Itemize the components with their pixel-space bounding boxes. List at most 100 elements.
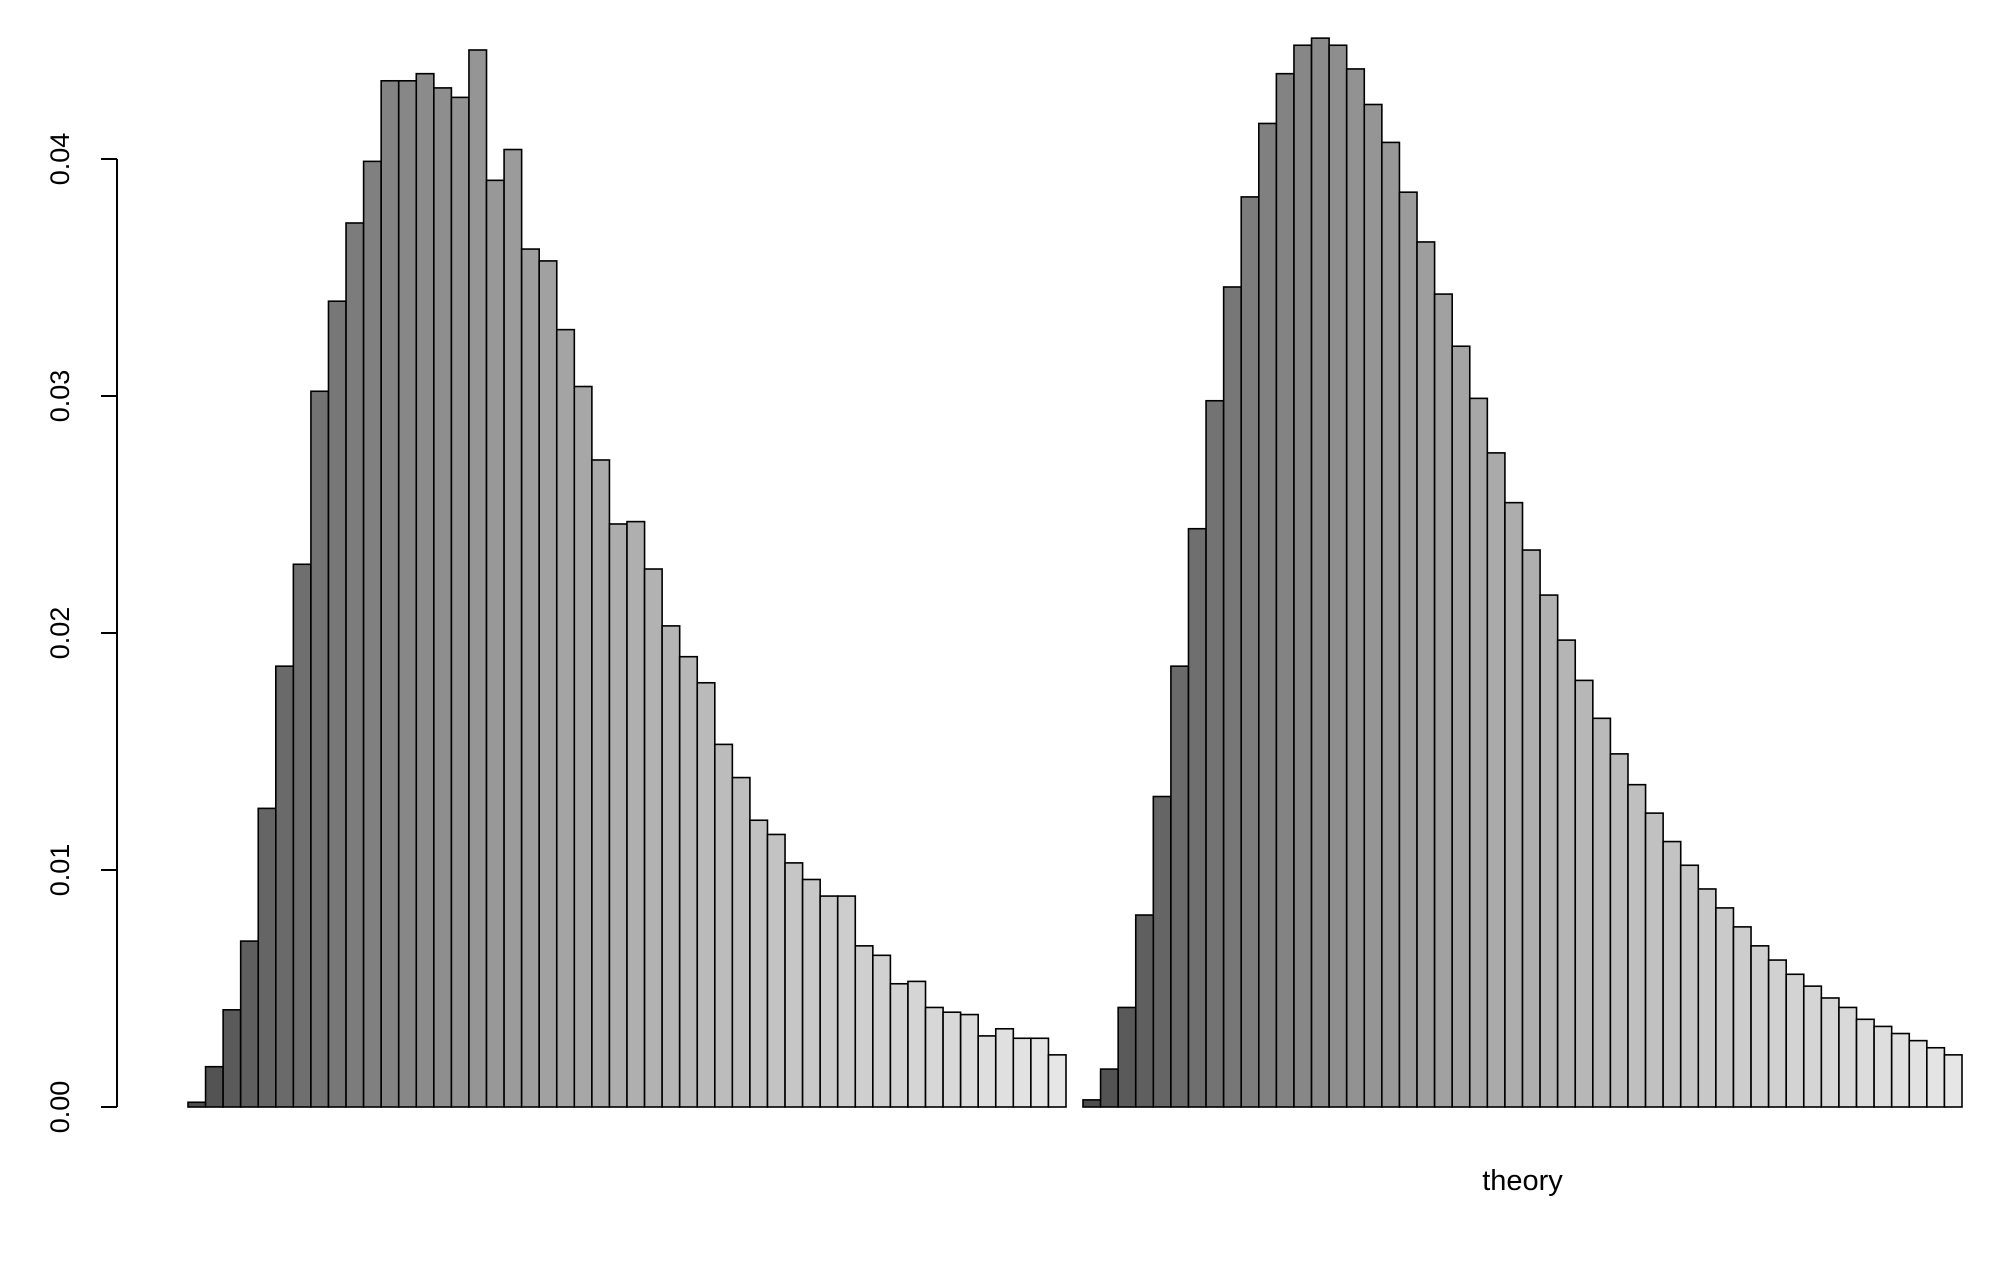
histogram-bar — [1521, 549, 1541, 1108]
histogram-bar — [362, 160, 382, 1108]
histogram-bar — [239, 940, 260, 1108]
histogram-bar — [345, 222, 365, 1108]
histogram-bar — [924, 1006, 944, 1108]
histogram-bar — [696, 681, 716, 1108]
histogram-bar — [731, 776, 751, 1108]
histogram-bar — [1592, 717, 1612, 1108]
histogram-bar — [1117, 1006, 1137, 1108]
histogram-bar — [1082, 1099, 1102, 1108]
histogram-bar — [1363, 103, 1383, 1108]
histogram-bar — [1908, 1039, 1928, 1108]
histogram-bar — [468, 49, 488, 1108]
histogram-bar — [380, 79, 400, 1108]
histogram-bar — [415, 72, 435, 1108]
histogram-bar — [1679, 864, 1700, 1108]
y-tick-label: 0.00 — [45, 1081, 75, 1134]
histogram-bar — [591, 459, 611, 1108]
histogram-bar — [626, 520, 646, 1108]
histogram-bar — [274, 665, 295, 1108]
histogram-bar — [1697, 888, 1717, 1108]
histogram-bar — [1627, 783, 1647, 1108]
histogram-bar — [942, 1011, 962, 1108]
histogram-bar — [1134, 914, 1155, 1108]
histogram-bar — [1310, 37, 1330, 1108]
histogram-bar — [678, 655, 699, 1108]
y-tick-label: 0.04 — [45, 133, 75, 186]
histogram-bar — [1258, 122, 1278, 1108]
histogram-bar — [1328, 44, 1348, 1108]
histogram-bar — [1293, 44, 1313, 1108]
histogram-bar — [1767, 959, 1787, 1108]
histogram-bar — [222, 1009, 242, 1108]
histogram-bar — [1275, 72, 1295, 1108]
histogram-bar — [1820, 997, 1840, 1108]
histogram-bar — [485, 179, 505, 1108]
histogram-bar — [1785, 973, 1805, 1108]
histogram-bar — [1187, 527, 1207, 1108]
histogram-bar — [836, 895, 857, 1108]
y-tick-label: 0.01 — [45, 844, 75, 897]
histogram-bar — [1750, 945, 1770, 1108]
histogram-bar — [1926, 1046, 1946, 1108]
histogram-bar — [1855, 1018, 1875, 1108]
histogram-bar — [713, 743, 734, 1108]
histogram-bar — [1574, 679, 1594, 1108]
histogram-bar — [1468, 397, 1489, 1108]
histogram-bar — [397, 79, 418, 1108]
histogram-bar — [1205, 399, 1225, 1108]
y-tick-label: 0.03 — [45, 370, 75, 423]
histogram-bar — [1047, 1054, 1067, 1108]
histogram-bar — [450, 96, 470, 1108]
histogram-bar — [1099, 1068, 1119, 1108]
histogram-bar — [819, 895, 839, 1108]
histogram-bar — [854, 945, 874, 1108]
histogram-bar — [1838, 1006, 1858, 1108]
histogram-bar — [889, 982, 909, 1108]
panel-theory-histogram — [1082, 37, 1963, 1108]
histogram-bar — [1012, 1037, 1032, 1108]
histogram-bar — [1504, 501, 1524, 1108]
histogram-bar — [784, 862, 804, 1108]
histogram-bar — [1240, 196, 1260, 1108]
histogram-bar — [1398, 191, 1418, 1108]
histogram-bar — [977, 1035, 997, 1108]
y-tick-label: 0.02 — [45, 607, 75, 660]
histogram-bar — [1609, 753, 1629, 1108]
histogram-bar — [749, 819, 769, 1108]
histogram-bar — [872, 954, 892, 1108]
histogram-bar — [1416, 241, 1436, 1108]
histogram-bar — [643, 568, 663, 1108]
histogram-bar — [292, 563, 312, 1108]
histogram-bar — [1644, 812, 1664, 1108]
histogram-bar — [766, 833, 786, 1108]
histogram-bar — [1433, 293, 1453, 1108]
histogram-bar — [994, 1027, 1015, 1108]
histogram-bar — [503, 148, 523, 1108]
histogram-bar — [257, 807, 277, 1108]
histogram-bar — [959, 1013, 980, 1108]
histogram-bar — [1222, 286, 1243, 1108]
y-axis: 0.00 0.01 0.02 0.03 0.04 — [45, 133, 118, 1134]
histogram-bar — [204, 1065, 224, 1108]
histogram-bar — [801, 878, 821, 1108]
histogram-bar — [1890, 1032, 1911, 1108]
histogram-bar — [1451, 345, 1471, 1108]
histogram-bar — [1345, 68, 1366, 1108]
panel-2-x-axis-label: theory — [1482, 1165, 1563, 1197]
histogram-bar — [1030, 1037, 1050, 1108]
histogram-bar — [538, 260, 558, 1108]
histogram-bar — [1662, 840, 1682, 1108]
histogram-bar — [1486, 452, 1506, 1108]
histogram-bar — [907, 980, 927, 1108]
histogram-bar — [1873, 1025, 1893, 1108]
histogram-bar — [1152, 795, 1172, 1108]
histogram-bar — [1170, 665, 1190, 1108]
histogram-bar — [573, 385, 593, 1108]
histogram-bar — [555, 328, 576, 1108]
histogram-bar — [187, 1101, 207, 1108]
histogram-bar — [433, 87, 453, 1108]
histogram-bar — [1715, 907, 1735, 1108]
histogram-bar — [1556, 639, 1577, 1108]
